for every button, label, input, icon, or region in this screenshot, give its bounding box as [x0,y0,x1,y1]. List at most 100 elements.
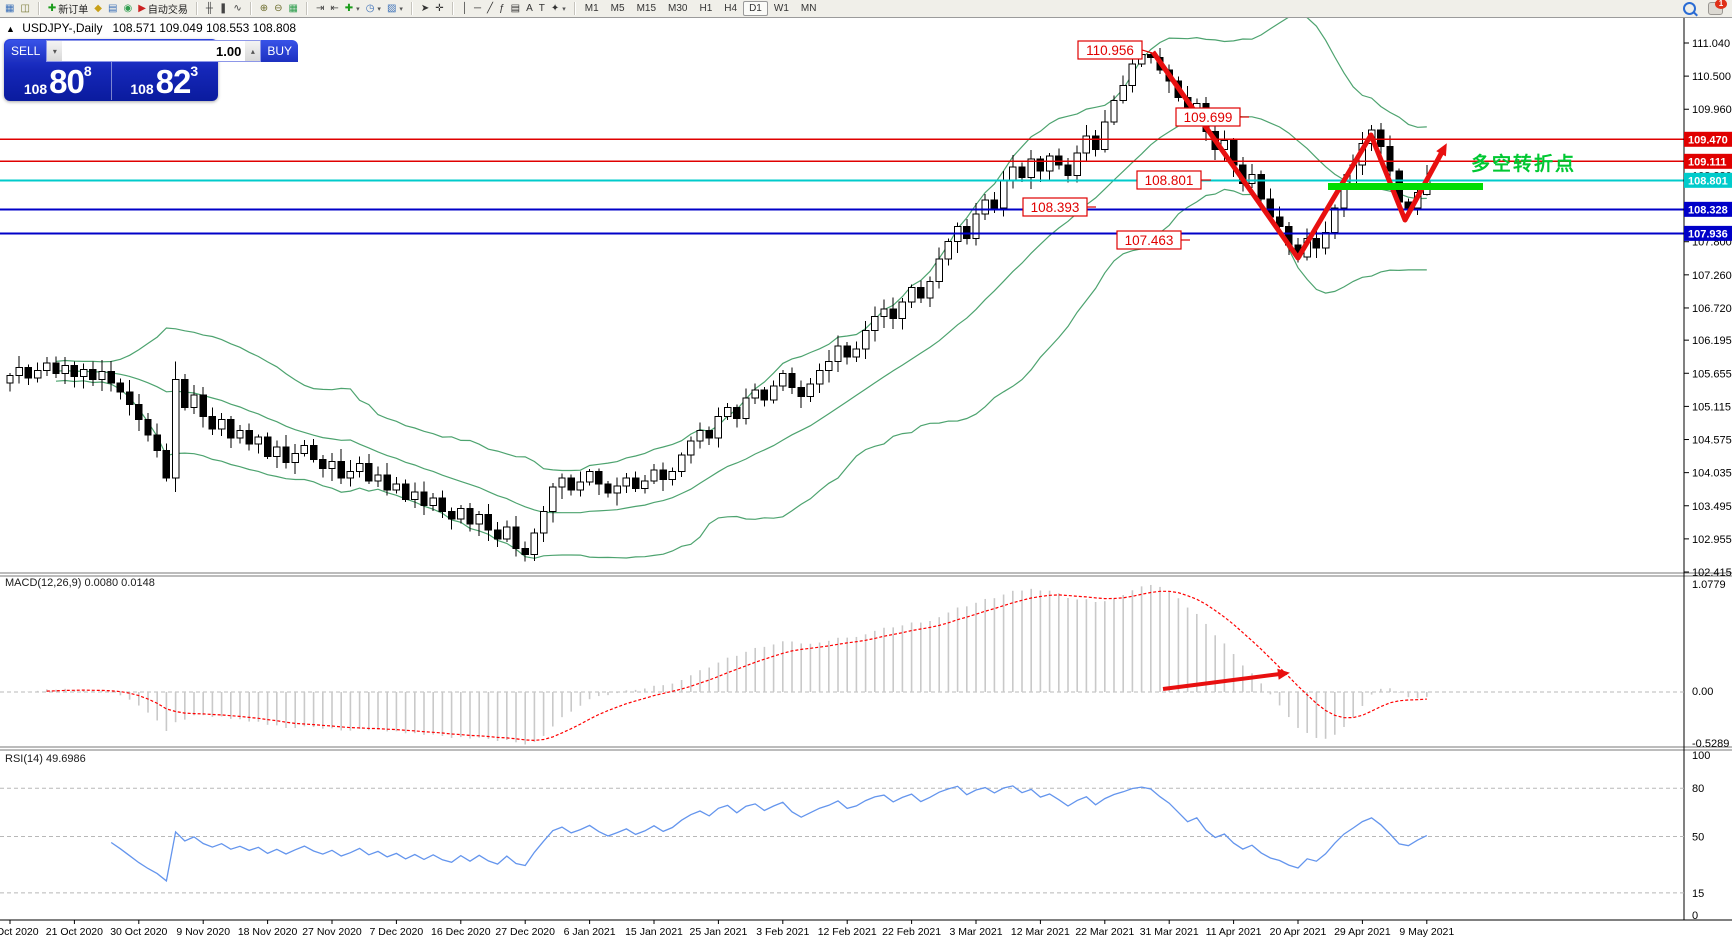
notification-bubble-icon: 1 [1708,0,1727,15]
svg-text:50: 50 [1692,832,1704,844]
auto-scroll-icon[interactable]: ⇤ [327,1,341,16]
templates-icon[interactable]: ▨ ▾ [384,1,406,16]
sell-button[interactable]: SELL [5,40,47,62]
crosshair-icon[interactable]: ✛ [432,1,446,16]
rsi-pane [0,785,1684,894]
svg-text:107.260: 107.260 [1692,270,1732,282]
notifications-button[interactable]: 1 [1705,0,1727,16]
tile-windows-icon: ▦ [288,3,298,14]
sell-price[interactable]: 108 80 8 [23,63,92,100]
timeframe-D1[interactable]: D1 [743,1,768,16]
timeframe-H1[interactable]: H1 [693,1,718,16]
zoom-out-icon[interactable]: ⊖ [271,1,285,16]
svg-text:100: 100 [1692,750,1710,762]
channel-icon[interactable]: ▤ [508,1,523,16]
note-text-annotation[interactable]: 多空转折点 [1471,152,1576,175]
svg-text:104.575: 104.575 [1692,435,1732,447]
buy-button[interactable]: BUY [261,40,299,62]
price-tag-108.328 [1684,201,1732,217]
price-label-annotation[interactable]: 107.463 [1116,230,1190,250]
timeframe-MN[interactable]: MN [795,1,823,16]
signals-icon[interactable]: ◉ [120,1,135,16]
notification-badge: 1 [1715,0,1727,9]
horizontal-line-icon: ─ [473,3,482,14]
svg-text:0: 0 [1692,910,1698,922]
trend-zigzag-annotation[interactable] [1150,50,1445,261]
arrows-icon[interactable]: ✦ ▾ [548,1,569,16]
timeframe-H4[interactable]: H4 [718,1,743,16]
svg-text:109.111: 109.111 [1688,156,1727,168]
price-label-annotation[interactable]: 108.801 [1136,170,1211,190]
price-label-annotation[interactable]: 110.956 [1077,40,1153,60]
vertical-line-icon[interactable]: │ [459,1,471,16]
tile-windows-icon[interactable]: ▦ [286,1,301,16]
chart-shift-icon[interactable]: ⇥ [313,1,327,16]
indicators-icon[interactable]: ✚ ▾ [342,1,363,16]
arrows-icon: ✦ [550,3,560,14]
line-chart-icon[interactable]: ∿ [230,1,244,16]
svg-text:108.393: 108.393 [1031,200,1080,215]
timeframe-M15[interactable]: M15 [631,1,662,16]
toolbar-separator [195,2,198,15]
timeframe-M1[interactable]: M1 [579,1,605,16]
bar-chart-icon[interactable]: ╫ [203,1,216,16]
macd-arrow-annotation[interactable] [1162,672,1281,691]
price-label-annotation[interactable]: 108.393 [1022,197,1096,217]
support-zone-annotation[interactable] [1328,183,1483,190]
toolbar-separator [451,2,454,15]
svg-text:27 Dec 2020: 27 Dec 2020 [495,926,555,938]
market-watch-icon[interactable]: ▤ [105,1,120,16]
volume-input[interactable] [62,41,246,61]
new-chart-icon[interactable]: ▦ [2,1,17,16]
timeframe-M5[interactable]: M5 [605,1,631,16]
svg-text:103.495: 103.495 [1692,501,1732,513]
profiles-icon: ◫ [20,3,30,14]
rsi-label: RSI(14) 49.6986 [5,753,86,765]
search-button[interactable] [1680,1,1699,16]
cursor-icon[interactable]: ➤ [418,1,432,16]
indicators-icon: ✚ [344,3,354,14]
volume-increase-button[interactable]: ▴ [245,41,261,61]
toolbar-separator [249,2,252,15]
text-icon[interactable]: A [523,1,536,16]
svg-text:16 Dec 2020: 16 Dec 2020 [431,926,491,938]
text-icon: A [526,3,533,14]
price-tag-109.470 [1684,131,1732,147]
styles-icon[interactable]: ◆ [91,1,105,16]
auto-scroll-icon: ⇤ [330,3,339,14]
signals-icon: ◉ [123,3,133,14]
trendline-icon[interactable]: ╱ [484,1,496,16]
svg-text:111.040: 111.040 [1692,38,1730,50]
buy-price[interactable]: 108 82 3 [110,62,218,100]
text-label-icon[interactable]: T [536,1,548,16]
annotations-layer: 多空转折点 110.956 109.699 108.801 108.393 107.463 [1022,40,1576,691]
timeframe-M30[interactable]: M30 [662,1,693,16]
dropdown-arrow-icon: ▾ [377,5,381,13]
candlestick-chart-icon[interactable]: ❚ [216,1,230,16]
price-label-annotation[interactable]: 109.699 [1175,107,1249,127]
templates-icon: ▨ [386,3,397,14]
toolbar: ▦ ◫ ✚ 新订单 ◆ ▤ ◉ ▶ 自动交易 ╫ ❚ ∿ ⊕ ⊖ ▦ ⇥ ⇤ ✚ ▾ ◷ ▾ ▨ ▾ ➤ ✛ │ ─ ╱ ƒ ▤ A T ✦ ▾ M… [0,0,1732,18]
volume-decrease-button[interactable]: ▾ [47,41,63,61]
horizontal-line-icon[interactable]: ─ [471,1,484,16]
fibonacci-icon: ƒ [499,3,505,14]
trendline-icon: ╱ [487,3,494,14]
toolbar-separator [306,2,308,15]
svg-text:29 Apr 2021: 29 Apr 2021 [1334,926,1391,938]
new-order-button[interactable]: ✚ 新订单 [45,1,91,16]
svg-text:108.801: 108.801 [1145,173,1194,188]
fibonacci-icon[interactable]: ƒ [496,1,508,16]
autotrading-button[interactable]: ▶ 自动交易 [135,1,191,16]
svg-text:9 May 2021: 9 May 2021 [1399,926,1454,938]
profiles-icon[interactable]: ◫ [17,1,32,16]
periods-icon[interactable]: ◷ ▾ [363,1,384,16]
zoom-in-icon[interactable]: ⊕ [257,1,271,16]
svg-text:102.955: 102.955 [1692,534,1732,546]
timeframe-W1[interactable]: W1 [768,1,795,16]
svg-text:102.415: 102.415 [1692,567,1732,579]
svg-text:9 Nov 2020: 9 Nov 2020 [176,926,230,938]
bollinger-band-upper [55,17,1427,472]
svg-text:105.115: 105.115 [1692,401,1731,413]
symbol-arrow-icon: ▲ [6,24,15,34]
